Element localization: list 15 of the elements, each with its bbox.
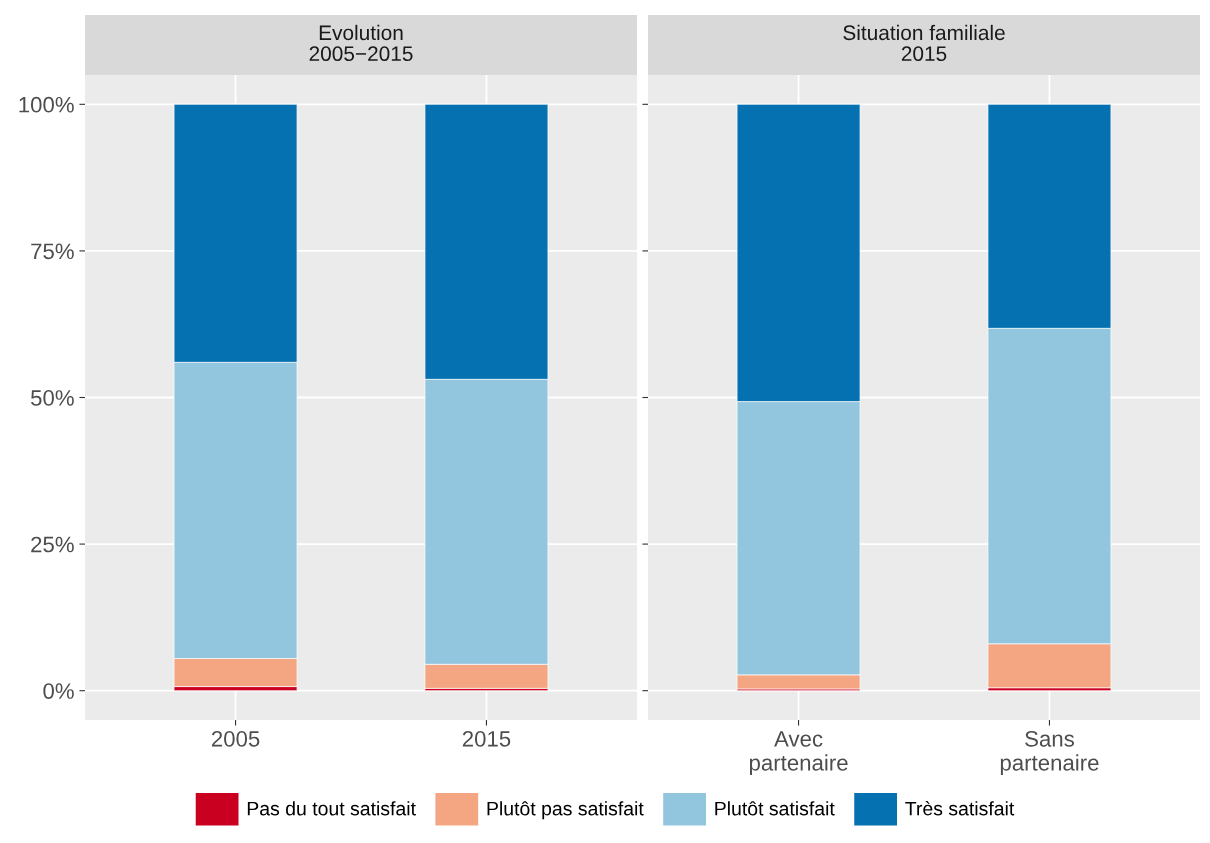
x-tick-label: 2015 xyxy=(462,731,511,747)
legend-label: Plutôt pas satisfait xyxy=(487,801,644,820)
y-tick-label: 100% xyxy=(19,96,74,113)
y-tick-label: 50% xyxy=(31,390,74,406)
y-tick-label: 25% xyxy=(31,536,74,553)
chart-title: Situation familiale 2015 xyxy=(843,24,1005,62)
legend-label: Plutôt satisfait xyxy=(715,801,835,816)
legend-label: Pas du tout satisfait xyxy=(247,801,416,816)
x-tick-label: Avec partenaire xyxy=(749,731,848,776)
chart-title: Evolution 2005−2015 xyxy=(309,24,413,62)
legend-label: Très satisfait xyxy=(905,800,1015,816)
x-tick-label: Sans partenaire xyxy=(1000,731,1099,776)
y-tick-label: 0% xyxy=(43,683,74,699)
y-tick-label: 75% xyxy=(31,243,74,260)
x-tick-label: 2005 xyxy=(211,731,260,747)
